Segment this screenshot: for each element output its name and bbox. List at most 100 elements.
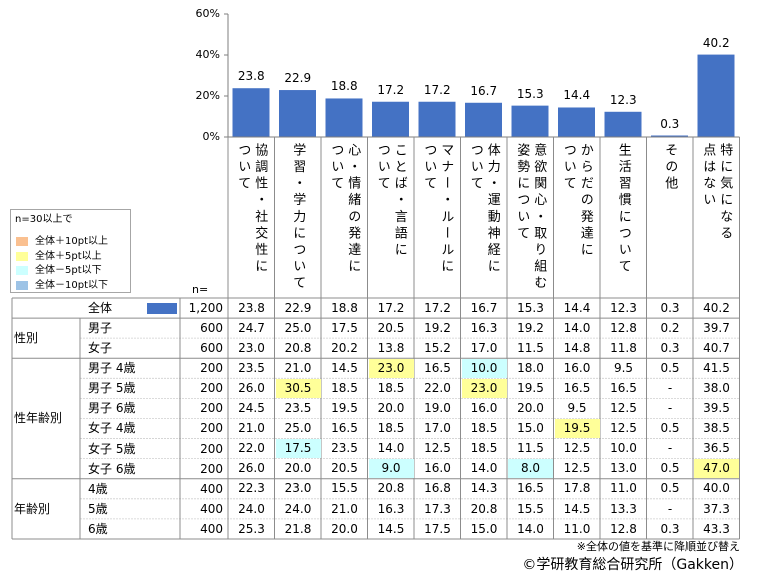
- table-cell: 8.0: [508, 459, 553, 478]
- table-cell: 17.2: [424, 300, 451, 315]
- table-cell: 23.5: [284, 401, 312, 416]
- table-cell: 18.5: [470, 441, 498, 456]
- bar-2: [325, 98, 363, 137]
- table-cell: 13.0: [610, 461, 637, 476]
- sample-size: 200: [200, 441, 223, 456]
- table-cell: 16.8: [424, 481, 451, 496]
- copyright: ©学研教育総合研究所（Gakken）: [522, 557, 743, 573]
- sample-size: 600: [200, 321, 223, 336]
- table-cell: 15.5: [517, 501, 544, 516]
- table-cell: 36.5: [703, 441, 730, 456]
- table-cell: 0.2: [660, 320, 680, 335]
- bar-6: [511, 105, 549, 137]
- table-cell: 30.5: [275, 379, 321, 398]
- table-cell: 14.0: [377, 441, 405, 456]
- category-label: 意欲関心・取り組む 姿勢について: [514, 143, 547, 293]
- table-cell: 0.3: [660, 521, 680, 536]
- table-cell: 14.5: [331, 360, 358, 375]
- bar-10: [697, 54, 735, 138]
- table-cell: 23.0: [238, 340, 265, 355]
- table-cell: 9.5: [567, 401, 587, 416]
- table-cell: 19.5: [517, 381, 544, 396]
- table-cell: 25.0: [284, 320, 312, 335]
- table-row: 男子 6歳 200 24.5 23.5 19.5 20.0 19.0 16.0 20.0 9.5 1…: [0, 398, 765, 418]
- table-cell: 20.5: [377, 320, 405, 335]
- legend-swatch: [16, 237, 28, 246]
- table-cell: 18.5: [377, 421, 405, 436]
- sample-size: 200: [200, 421, 223, 436]
- legend-label: 全体＋10pt以上: [35, 236, 108, 247]
- table-cell: 18.0: [517, 360, 544, 375]
- bar-9: [651, 135, 688, 137]
- table-cell: 10.0: [461, 358, 507, 378]
- table-cell: 16.0: [563, 360, 591, 375]
- bar-7: [558, 107, 595, 137]
- table-cell: 15.0: [470, 521, 498, 536]
- group-label: 性別: [14, 331, 39, 346]
- row-label: 女子 5歳: [88, 441, 136, 456]
- table-cell: 37.3: [703, 501, 730, 516]
- table-cell: 24.7: [238, 320, 265, 335]
- table-cell: 20.0: [517, 401, 544, 416]
- table-cell: 12.8: [610, 521, 637, 536]
- table-cell: 12.3: [610, 300, 637, 315]
- table-cell: 23.8: [238, 300, 265, 315]
- legend-item: 全体＋10pt以上: [16, 236, 126, 247]
- table-cell: 16.7: [470, 300, 498, 315]
- table-row: 男子 600 24.7 25.0 17.5 20.5 19.2 16.3 19.2 14.0 12.…: [0, 318, 765, 338]
- row-label: 女子: [88, 341, 113, 356]
- bar-value-label: 17.2: [377, 82, 405, 97]
- table-row: 男子 5歳 200 26.0 30.5 18.5 18.5 22.0 23.0 19.5 16.5…: [0, 378, 765, 398]
- table-cell: 19.0: [424, 401, 451, 416]
- table-cell: 0.3: [660, 340, 680, 355]
- category-label: その他: [662, 143, 678, 193]
- table-cell: 22.0: [424, 381, 451, 396]
- table-cell: 15.0: [517, 421, 544, 436]
- table-row: 男子 4歳 200 23.5 21.0 14.5 23.0 16.5 10.0 18.0 16.0…: [0, 358, 765, 378]
- bar-value-label: 22.9: [284, 71, 312, 86]
- table-cell: 25.0: [284, 421, 312, 436]
- table-cell: 17.5: [275, 439, 321, 458]
- category-label: 体力・運動神経に ついて: [467, 143, 500, 276]
- table-cell: 16.5: [610, 381, 637, 396]
- table-cell: 18.5: [377, 381, 405, 396]
- table-cell: 20.0: [377, 401, 405, 416]
- table-cell: 20.8: [284, 340, 312, 355]
- table-cell: 18.8: [331, 300, 358, 315]
- row-label: 5歳: [88, 501, 108, 516]
- table-cell: -: [667, 401, 673, 416]
- table-cell: 38.5: [703, 421, 730, 436]
- footnote: ※全体の値を基準に降順並び替え: [576, 540, 740, 553]
- table-cell: 20.5: [331, 461, 358, 476]
- table-cell: 14.5: [377, 521, 405, 536]
- table-cell: 20.8: [470, 501, 498, 516]
- table-cell: 17.0: [470, 340, 498, 355]
- legend-item: 全体－5pt以下: [16, 265, 126, 276]
- table-cell: 21.0: [284, 360, 312, 375]
- table-cell: 12.5: [610, 401, 637, 416]
- table-cell: 23.0: [368, 358, 414, 378]
- table-cell: 23.0: [284, 481, 312, 496]
- category-label: 特に気になる 点はない: [700, 143, 733, 243]
- table-cell: 38.0: [703, 381, 730, 396]
- row-label: 女子 6歳: [88, 461, 136, 476]
- bar-value-label: 15.3: [516, 86, 544, 101]
- table-cell: 43.3: [703, 521, 730, 536]
- table-cell: 11.5: [517, 441, 544, 456]
- table-row: 女子 6歳 200 26.0 20.0 20.5 9.0 16.0 14.0 8.0 12.5 13…: [0, 459, 765, 479]
- table-row: 女子 4歳 200 21.0 25.0 16.5 18.5 17.0 18.5 15.0 19.5…: [0, 418, 765, 438]
- table-cell: 18.5: [470, 421, 498, 436]
- legend-item: 全体－10pt以下: [16, 280, 126, 291]
- table-cell: 22.9: [284, 300, 312, 315]
- table-cell: 14.0: [517, 521, 544, 536]
- table-cell: 16.0: [424, 461, 451, 476]
- table-cell: 15.5: [331, 481, 358, 496]
- bar-value-label: 17.2: [423, 82, 451, 97]
- bar-value-label: 12.3: [609, 92, 637, 107]
- bar-value-label: 40.2: [702, 35, 730, 50]
- table-cell: 24.0: [284, 501, 312, 516]
- bar-1: [279, 90, 316, 137]
- n-column-header: n=: [192, 283, 209, 296]
